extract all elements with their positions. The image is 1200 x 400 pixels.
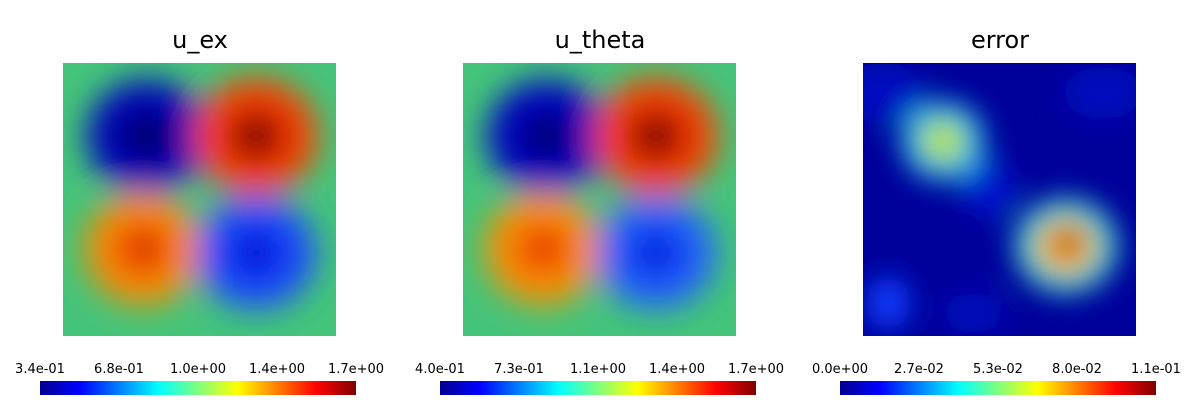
colorbar — [40, 381, 356, 395]
colorbar-tick-label: 1.4e+00 — [248, 362, 306, 377]
colorbar-tick-label: 1.1e+00 — [569, 362, 627, 377]
colorbar-tick-label: 3.4e-01 — [15, 362, 65, 377]
panel-title: error — [970, 26, 1030, 54]
blob-faint — [943, 293, 1003, 333]
blob-max-top-right-core — [226, 108, 286, 164]
colorbar — [840, 381, 1156, 395]
blob-faint — [866, 277, 910, 329]
heatmap-field — [863, 63, 1136, 336]
colorbar-tick-label: 1.7e+00 — [727, 362, 785, 377]
colorbar-labels: 0.0e+00 2.7e-02 5.3e-02 8.0e-02 1.1e-01 — [800, 362, 1200, 380]
blob-max-upper-left-core — [921, 119, 965, 163]
heatmap-panel-error: error 0.0e+00 2.7e-02 5.3e — [800, 0, 1200, 400]
panel-title: u_theta — [554, 26, 646, 54]
blob-faint — [1063, 67, 1136, 119]
blob-faint — [863, 63, 923, 123]
panel-title: u_ex — [172, 26, 228, 54]
heatmap-field — [463, 63, 736, 336]
heatmap-svg — [463, 63, 736, 336]
blob-min-top-left-core — [117, 108, 177, 164]
colorbar-tick-label: 7.3e-01 — [494, 362, 544, 377]
colorbar-tick-label: 1.7e+00 — [327, 362, 385, 377]
blob-min-top-left-core — [517, 108, 577, 164]
blob-max-bottom-left-core — [115, 223, 171, 275]
colorbar-tick-label: 1.1e-01 — [1131, 362, 1181, 377]
heatmap-panel-u-ex: u_ex 3.4e-01 6.8e-01 1.0e+00 1.4e+00 — [0, 0, 400, 400]
colorbar-tick-label: 5.3e-02 — [973, 362, 1023, 377]
colorbar-tick-label: 1.4e+00 — [648, 362, 706, 377]
colorbar-labels: 4.0e-01 7.3e-01 1.1e+00 1.4e+00 1.7e+00 — [400, 362, 800, 380]
heatmap-field — [63, 63, 336, 336]
blob-max-bottom-left-core — [515, 223, 571, 275]
colorbar-labels: 3.4e-01 6.8e-01 1.0e+00 1.4e+00 1.7e+00 — [0, 362, 400, 380]
colorbar-tick-label: 8.0e-02 — [1052, 362, 1102, 377]
colorbar-tick-label: 4.0e-01 — [415, 362, 465, 377]
blob-min-bottom-right-core — [228, 227, 284, 279]
colorbar-tick-label: 0.0e+00 — [811, 362, 869, 377]
colorbar-tick-label: 2.7e-02 — [894, 362, 944, 377]
blob-faint — [962, 160, 1014, 216]
blob-max-lower-right-core — [1054, 230, 1082, 256]
heatmap-svg — [63, 63, 336, 336]
heatmap-svg — [863, 63, 1136, 336]
colorbar-tick-label: 6.8e-01 — [94, 362, 144, 377]
heatmap-panel-u-theta: u_theta 4.0e-01 7.3e-01 1.1e+00 1.4e+00 — [400, 0, 800, 400]
colorbar — [440, 381, 756, 395]
blob-min-bottom-right-core — [628, 227, 684, 279]
colorbar-tick-label: 1.0e+00 — [169, 362, 227, 377]
blob-max-top-right-core — [626, 108, 686, 164]
